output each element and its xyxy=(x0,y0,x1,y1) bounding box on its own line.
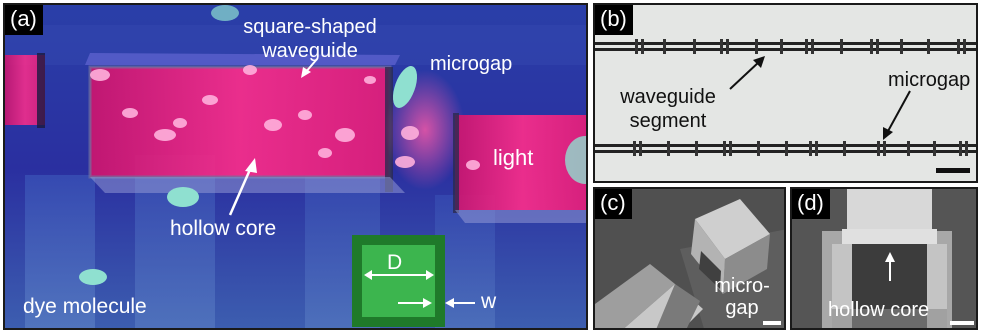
waveguide-segment-label: waveguide segment xyxy=(603,85,733,133)
panel-b: (b) waveguide segment microgap xyxy=(593,3,978,183)
scale-bar-c xyxy=(763,321,781,325)
microgap-label-a: microgap xyxy=(430,53,513,75)
microgap-label-b: microgap xyxy=(888,69,971,91)
panel-d-tag: (d) xyxy=(792,189,830,219)
waveguide-segment-arrow xyxy=(729,60,761,90)
microgap-label-c-line2: gap xyxy=(725,297,759,319)
dye-molecules-outside xyxy=(79,5,586,285)
microgap-arrow-b xyxy=(886,90,911,134)
dye-molecules-inside xyxy=(90,65,480,170)
panel-c: (c) micro- gap xyxy=(593,187,786,330)
microgap-label-c-line1: micro- xyxy=(714,275,770,297)
panel-b-micrograph xyxy=(595,5,976,181)
hollow-core-label-d: hollow core xyxy=(828,299,930,321)
scale-bar-b xyxy=(936,168,970,173)
square-waveguide-label-line1: square-shaped xyxy=(243,16,377,38)
waveguide-row-bottom xyxy=(595,141,976,156)
panel-c-sem xyxy=(595,189,784,328)
panel-a-tag: (a) xyxy=(5,5,43,35)
inset-D-label: D xyxy=(387,251,403,274)
panel-b-tag: (b) xyxy=(595,5,633,35)
waveguide-segment-label-line2: segment xyxy=(629,110,707,132)
panel-d: (d) hollow core xyxy=(790,187,978,330)
panel-a: (a) square-shaped waveguide microgap lig… xyxy=(3,3,588,330)
scale-bar-d xyxy=(950,321,974,325)
cross-section-inset xyxy=(352,235,475,327)
square-waveguide-label: square-shaped waveguide xyxy=(210,15,410,63)
waveguide-row-top xyxy=(595,39,976,54)
waveguide-segment-label-line1: waveguide xyxy=(620,86,716,108)
microgap-label-c: micro- gap xyxy=(707,275,777,319)
panel-c-tag: (c) xyxy=(595,189,632,219)
dye-molecule-label: dye molecule xyxy=(23,295,147,318)
light-label: light xyxy=(493,145,534,170)
inset-w-label: w xyxy=(481,290,497,313)
square-waveguide-label-line2: waveguide xyxy=(262,40,358,62)
panel-a-illustration xyxy=(5,5,586,328)
hollow-core-arrow xyxy=(228,164,254,216)
hollow-core-label-a: hollow core xyxy=(170,217,277,240)
